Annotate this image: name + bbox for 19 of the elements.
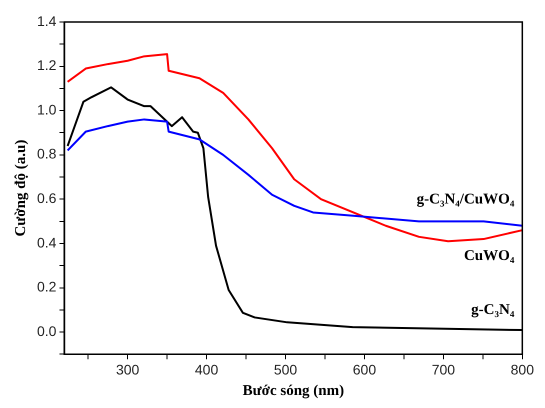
y-tick-label: 1.2 (36, 57, 57, 74)
series-label: g-C₃N₄/CuWO₄ (416, 192, 515, 208)
text: 0.0 (36, 322, 56, 339)
y-tick-label: 0.4 (36, 234, 57, 250)
text: 1.0 (36, 101, 56, 118)
series-label: g-C₃N₄ (471, 302, 515, 318)
series-label: CuWO₄ (464, 248, 515, 264)
y-tick-label: 0.2 (36, 278, 57, 295)
x-tick-label: 700 (432, 361, 456, 378)
x-tick-label: 500 (274, 361, 298, 378)
x-tick-label: 400 (194, 361, 218, 378)
x-tick-label: 600 (352, 361, 376, 378)
y-tick-label: 1.4 (36, 12, 57, 29)
y-axis-title: Cường độ (a.u) (12, 140, 29, 237)
x-tick-label: 300 (116, 361, 140, 378)
x-tick-label: 800 (510, 361, 534, 378)
y-tick-label: 0.8 (36, 146, 57, 162)
x-axis-title: Bước sóng (nm) (242, 382, 344, 399)
y-tick-label: 0.6 (36, 190, 57, 206)
